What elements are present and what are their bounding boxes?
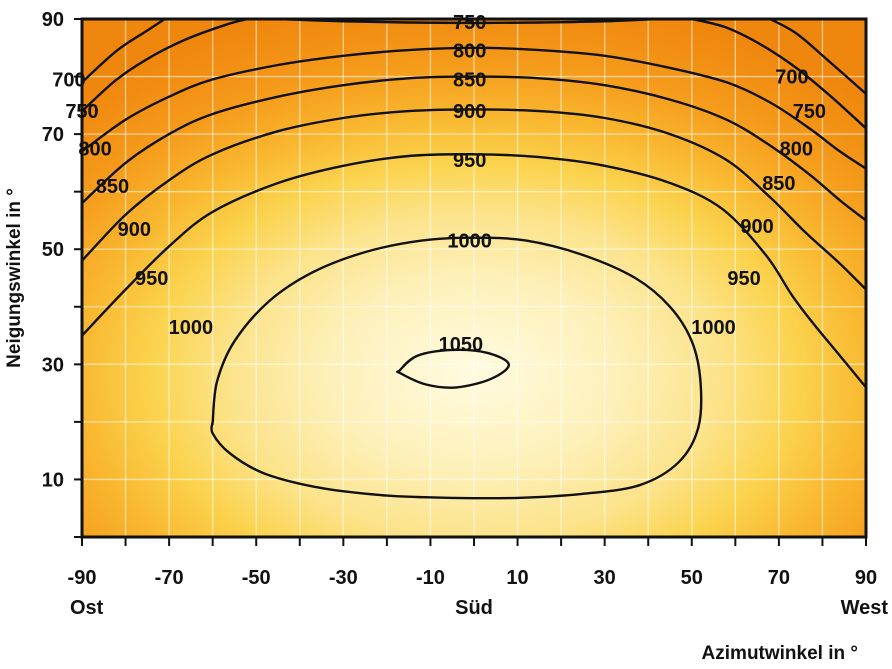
x-tick-label: 70 [768, 567, 790, 589]
contour-label-1000: 1000 [447, 231, 492, 253]
x-direction-label: West [841, 597, 889, 619]
contour-line-750 [82, 19, 248, 112]
contour-line-800 [82, 46, 866, 170]
contour-label-750: 750 [793, 101, 826, 123]
contour-line-1050 [396, 348, 510, 389]
x-tick-label: -50 [242, 567, 271, 589]
axes: -90 -70 -50 -30 -10 10 30 50 70 90 Ost Süd West 10 30 5… [42, 9, 889, 619]
y-tick-label: 70 [42, 124, 64, 146]
contour-label-1000: 1000 [169, 317, 214, 339]
contour-labels: 1050 1000 1000 1000 950 950 950 900 900 900 850 850… [52, 12, 826, 356]
contour-line-950 [82, 153, 866, 389]
contour-label-1000: 1000 [691, 317, 736, 339]
contour-line-700 [82, 19, 166, 84]
contour-lines [82, 19, 866, 500]
x-tick-label: -90 [68, 567, 97, 589]
contour-label-850: 850 [762, 173, 795, 195]
y-tick-label: 50 [42, 239, 64, 261]
contour-label-950: 950 [727, 268, 760, 290]
contour-label-800: 800 [453, 41, 486, 63]
contour-label-900: 900 [740, 216, 773, 238]
contour-label-850: 850 [96, 176, 129, 198]
contour-label-950: 950 [135, 268, 168, 290]
contour-label-900: 900 [453, 101, 486, 123]
contour-line-700 [769, 19, 866, 95]
contour-label-900: 900 [118, 219, 151, 241]
contour-line-900 [82, 108, 866, 291]
contour-label-850: 850 [453, 69, 486, 91]
x-tick-label: 10 [506, 567, 528, 589]
grid [82, 19, 866, 537]
contour-line-850 [82, 75, 866, 222]
contour-label-1050: 1050 [439, 334, 484, 356]
contour-line-1000 [210, 236, 703, 500]
contour-line-750 [277, 19, 657, 25]
contour-label-800: 800 [780, 139, 813, 161]
x-direction-label: Süd [455, 597, 493, 619]
x-direction-label: Ost [70, 597, 104, 619]
x-tick-label: -10 [416, 567, 445, 589]
x-tick-label: -70 [155, 567, 184, 589]
x-tick-label: 50 [681, 567, 703, 589]
contour-line-750 [691, 19, 866, 130]
x-tick-label: 90 [855, 567, 877, 589]
contour-label-700: 700 [52, 69, 85, 91]
x-tick-label: -30 [329, 567, 358, 589]
y-tick-label: 90 [42, 9, 64, 31]
contour-label-700: 700 [775, 67, 808, 89]
y-axis-title: Neigungswinkel in ° [4, 188, 25, 368]
y-tick-label: 10 [42, 469, 64, 491]
contour-label-800: 800 [78, 139, 111, 161]
x-tick-label: 30 [594, 567, 616, 589]
y-tick-label: 30 [42, 354, 64, 376]
contour-label-950: 950 [453, 150, 486, 172]
contour-label-750: 750 [453, 12, 486, 34]
x-axis-title: Azimutwinkel in ° [702, 643, 858, 664]
